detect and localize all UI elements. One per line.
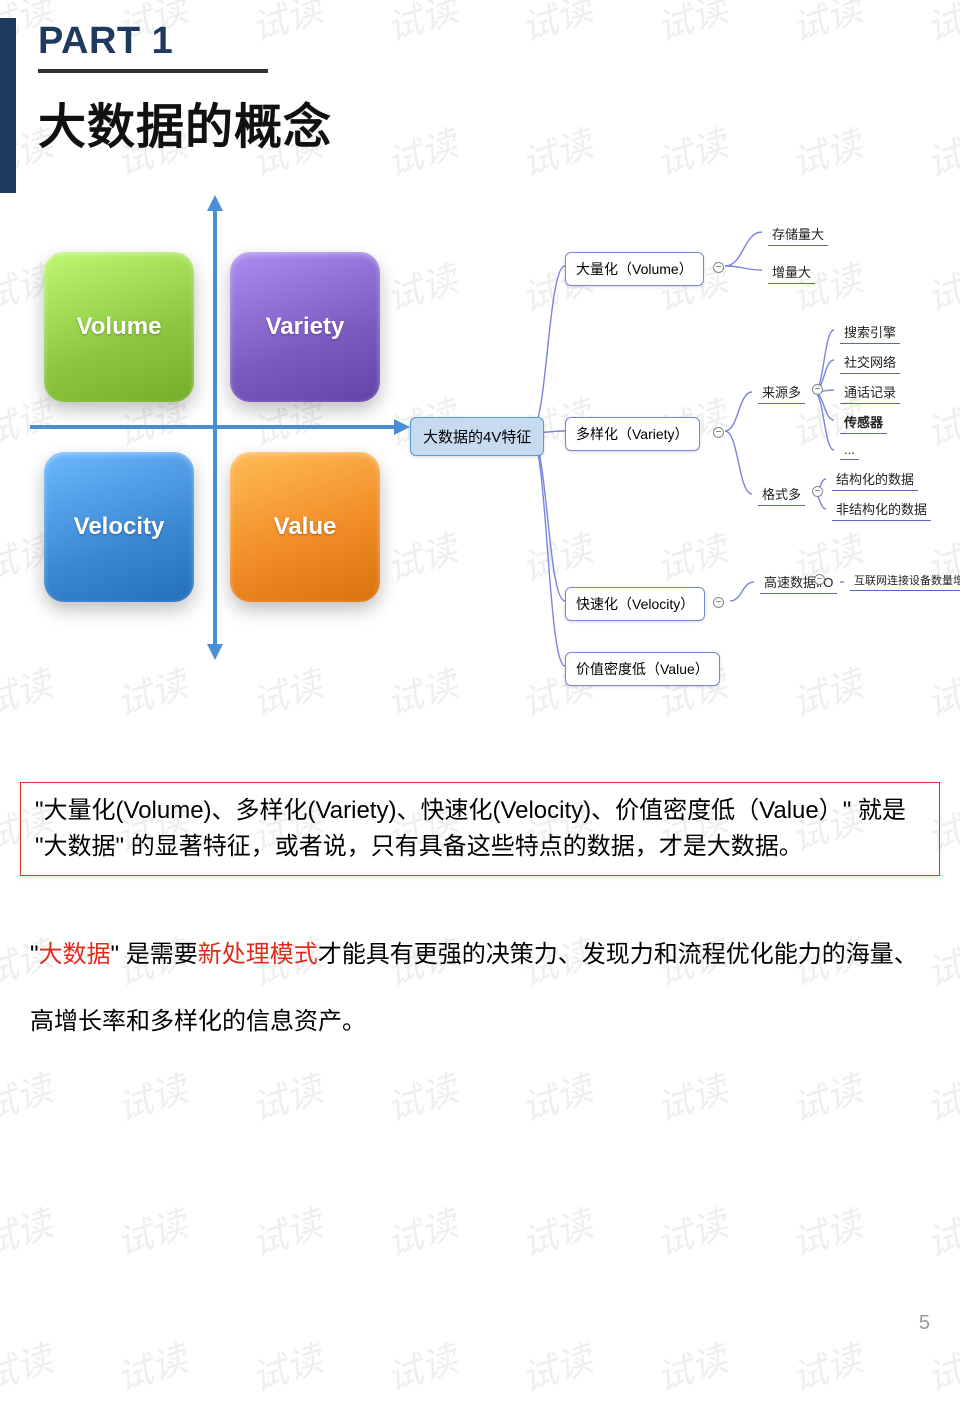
collapse-icon: −: [812, 486, 823, 497]
watermark-text: 试读: [244, 1330, 329, 1402]
definition-text: "大数据" 是需要新处理模式才能具有更强的决策力、发现力和流程优化能力的海量、高…: [30, 921, 940, 1055]
mindmap-leaf-3: 搜索引擎: [840, 320, 900, 344]
watermark-text: 试读: [919, 1330, 960, 1402]
mindmap-branch-3: 价值密度低（Value）: [565, 652, 720, 686]
mindmap-branch-0: 大量化（Volume）: [565, 252, 704, 286]
arrow-up-icon: [207, 195, 223, 211]
collapse-icon: −: [713, 597, 724, 608]
collapse-icon: −: [713, 427, 724, 438]
mindmap-leaf-4: 社交网络: [840, 350, 900, 374]
watermark-text: 试读: [0, 1195, 58, 1267]
quadrant-tile-velocity: Velocity: [44, 452, 194, 602]
slide-title: 大数据的概念: [38, 87, 960, 157]
watermark-text: 试读: [379, 1060, 464, 1132]
watermark-text: 试读: [0, 1330, 58, 1402]
watermark-text: 试读: [379, 1330, 464, 1402]
mindmap-leaf-11: 高速数据I/O: [760, 570, 837, 594]
watermark-text: 试读: [784, 1060, 869, 1132]
mindmap-leaf-12: 互联网连接设备数量增长: [850, 570, 960, 591]
mindmap-leaf-10: 非结构化的数据: [832, 497, 931, 521]
highlight-bigdata: 大数据: [39, 941, 111, 968]
watermark-text: 试读: [649, 1330, 734, 1402]
watermark-text: 试读: [649, 1195, 734, 1267]
horizontal-axis: [30, 425, 400, 429]
watermark-text: 试读: [514, 1060, 599, 1132]
watermark-text: 试读: [109, 1060, 194, 1132]
watermark-text: 试读: [649, 1060, 734, 1132]
quadrant-tile-volume: Volume: [44, 252, 194, 402]
watermark-text: 试读: [244, 1060, 329, 1132]
part-label: PART 1: [38, 20, 960, 63]
collapse-icon: −: [713, 262, 724, 273]
watermark-text: 试读: [784, 1195, 869, 1267]
arrow-right-icon: [394, 419, 410, 435]
mindmap-leaf-6: 传感器: [840, 410, 887, 434]
page-number: 5: [919, 1312, 930, 1335]
summary-box: "大量化(Volume)、多样化(Variety)、快速化(Velocity)、…: [20, 782, 940, 876]
watermark-text: 试读: [109, 1195, 194, 1267]
arrow-down-icon: [207, 644, 223, 660]
watermark-text: 试读: [379, 1195, 464, 1267]
watermark-text: 试读: [109, 1330, 194, 1402]
mindmap-branch-1: 多样化（Variety）: [565, 417, 700, 451]
mindmap-leaf-7: ...: [840, 440, 859, 460]
quadrant-diagram: VolumeVarietyVelocityValue: [30, 192, 410, 662]
mindmap-branch-2: 快速化（Velocity）: [565, 587, 705, 621]
mindmap-leaf-9: 结构化的数据: [832, 467, 918, 491]
collapse-icon: −: [812, 384, 823, 395]
watermark-text: 试读: [919, 1060, 960, 1132]
watermark-text: 试读: [0, 1060, 58, 1132]
collapse-icon: −: [814, 574, 825, 585]
watermark-text: 试读: [784, 1330, 869, 1402]
watermark-text: 试读: [919, 1195, 960, 1267]
diagram-row: VolumeVarietyVelocityValue 大数据的4V特征 大量化（V…: [0, 192, 960, 712]
slide-header: PART 1 大数据的概念: [0, 0, 960, 157]
underline: [38, 69, 268, 73]
mindmap-leaf-2: 来源多: [758, 380, 805, 404]
highlight-newmode: 新处理模式: [198, 941, 318, 968]
quadrant-tile-value: Value: [230, 452, 380, 602]
watermark-text: 试读: [244, 1195, 329, 1267]
mindmap-leaf-5: 通话记录: [840, 380, 900, 404]
mindmap-leaf-0: 存储量大: [768, 222, 828, 246]
mindmap-root: 大数据的4V特征: [410, 417, 544, 456]
mindmap-leaf-8: 格式多: [758, 482, 805, 506]
watermark-text: 试读: [514, 1330, 599, 1402]
quadrant-tile-variety: Variety: [230, 252, 380, 402]
mindmap-leaf-1: 增量大: [768, 260, 815, 284]
accent-bar: [0, 18, 16, 193]
summary-text: "大量化(Volume)、多样化(Variety)、快速化(Velocity)、…: [35, 797, 906, 860]
watermark-text: 试读: [514, 1195, 599, 1267]
mindmap-diagram: 大数据的4V特征大量化（Volume）−多样化（Variety）−快速化（Vel…: [410, 192, 960, 712]
